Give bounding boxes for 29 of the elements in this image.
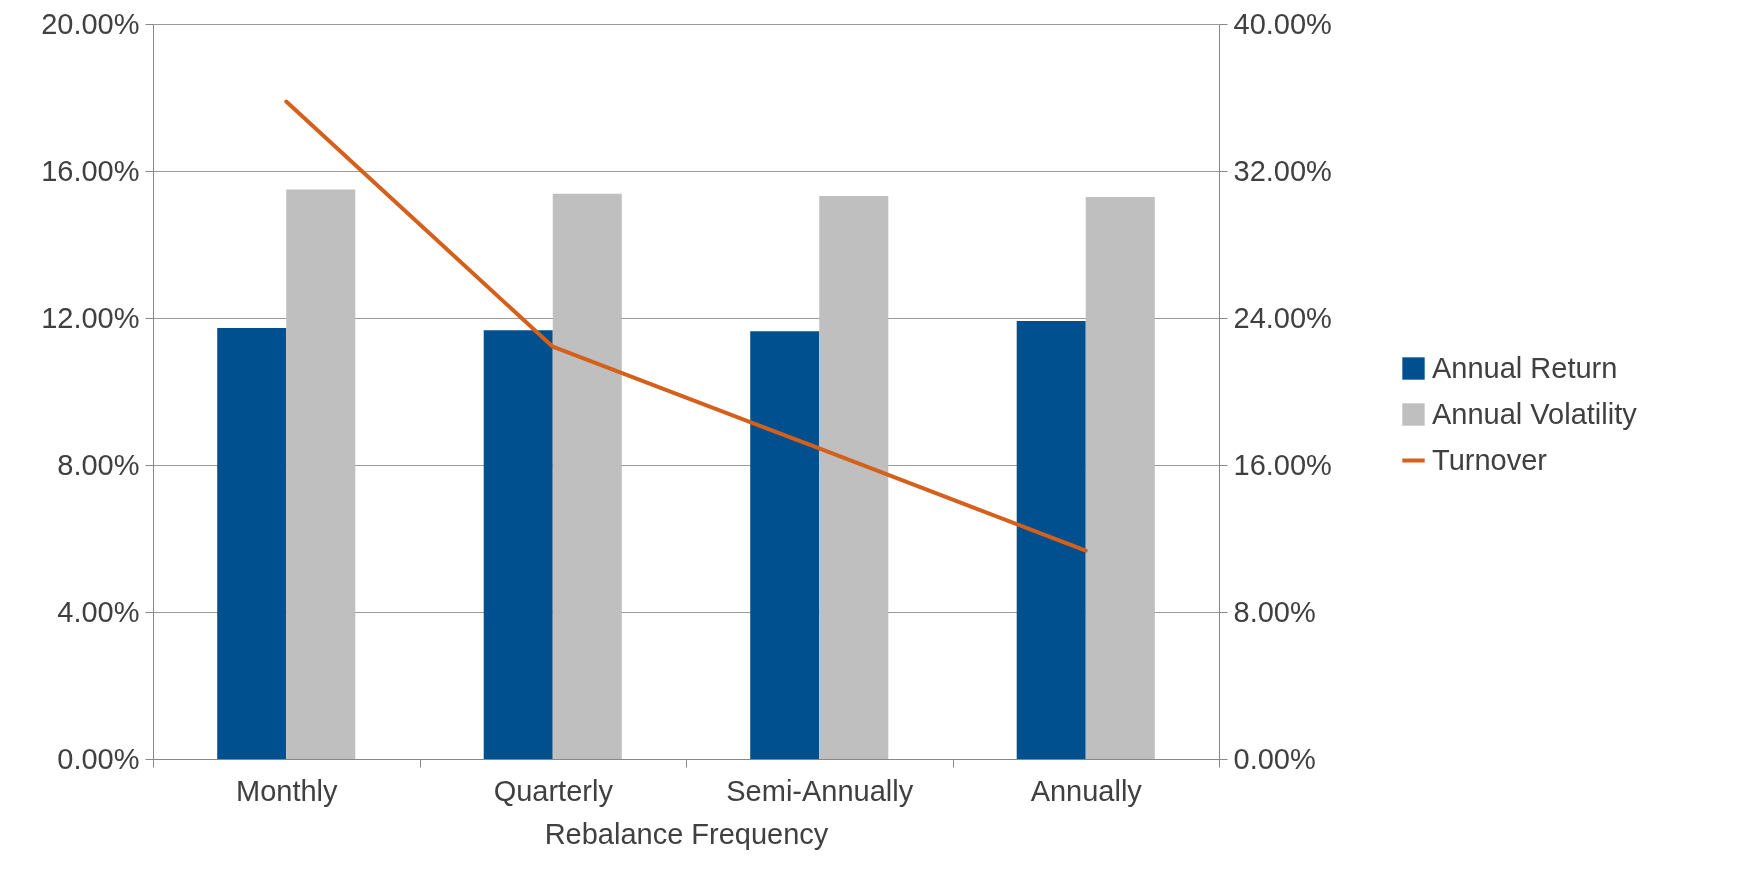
legend-label: Turnover [1432,443,1548,476]
bar [750,331,820,759]
x-tick-label: Annually [1030,774,1143,807]
y-tick-label: 8.00% [57,448,140,481]
y-tick-label: 12.00% [41,301,140,334]
y-tick-label: 4.00% [57,595,140,628]
bar [483,330,553,759]
y-tick-label: 20.00% [41,7,140,40]
y2-tick-label: 16.00% [1233,448,1332,481]
bar [1085,197,1155,759]
line-series [284,99,1088,553]
y2-tick-label: 24.00% [1233,301,1332,334]
x-tick-label: Monthly [235,774,339,807]
x-tick-label: Semi-Annually [726,774,914,807]
bar [286,189,356,759]
bar [552,193,622,759]
y2-tick-label: 32.00% [1233,154,1332,187]
y2-tick-label: 40.00% [1233,7,1332,40]
x-tick-label: Quarterly [493,774,614,807]
x-axis-title: Rebalance Frequency [544,817,829,850]
y2-tick-label: 0.00% [1233,742,1316,775]
bar [1016,320,1086,759]
y-tick-label: 0.00% [57,742,140,775]
bar [217,327,287,759]
legend-label: Annual Volatility [1432,397,1638,430]
legend-label: Annual Return [1432,351,1618,384]
y-tick-label: 16.00% [41,154,140,187]
bar [819,195,889,759]
y2-tick-label: 8.00% [1233,595,1316,628]
